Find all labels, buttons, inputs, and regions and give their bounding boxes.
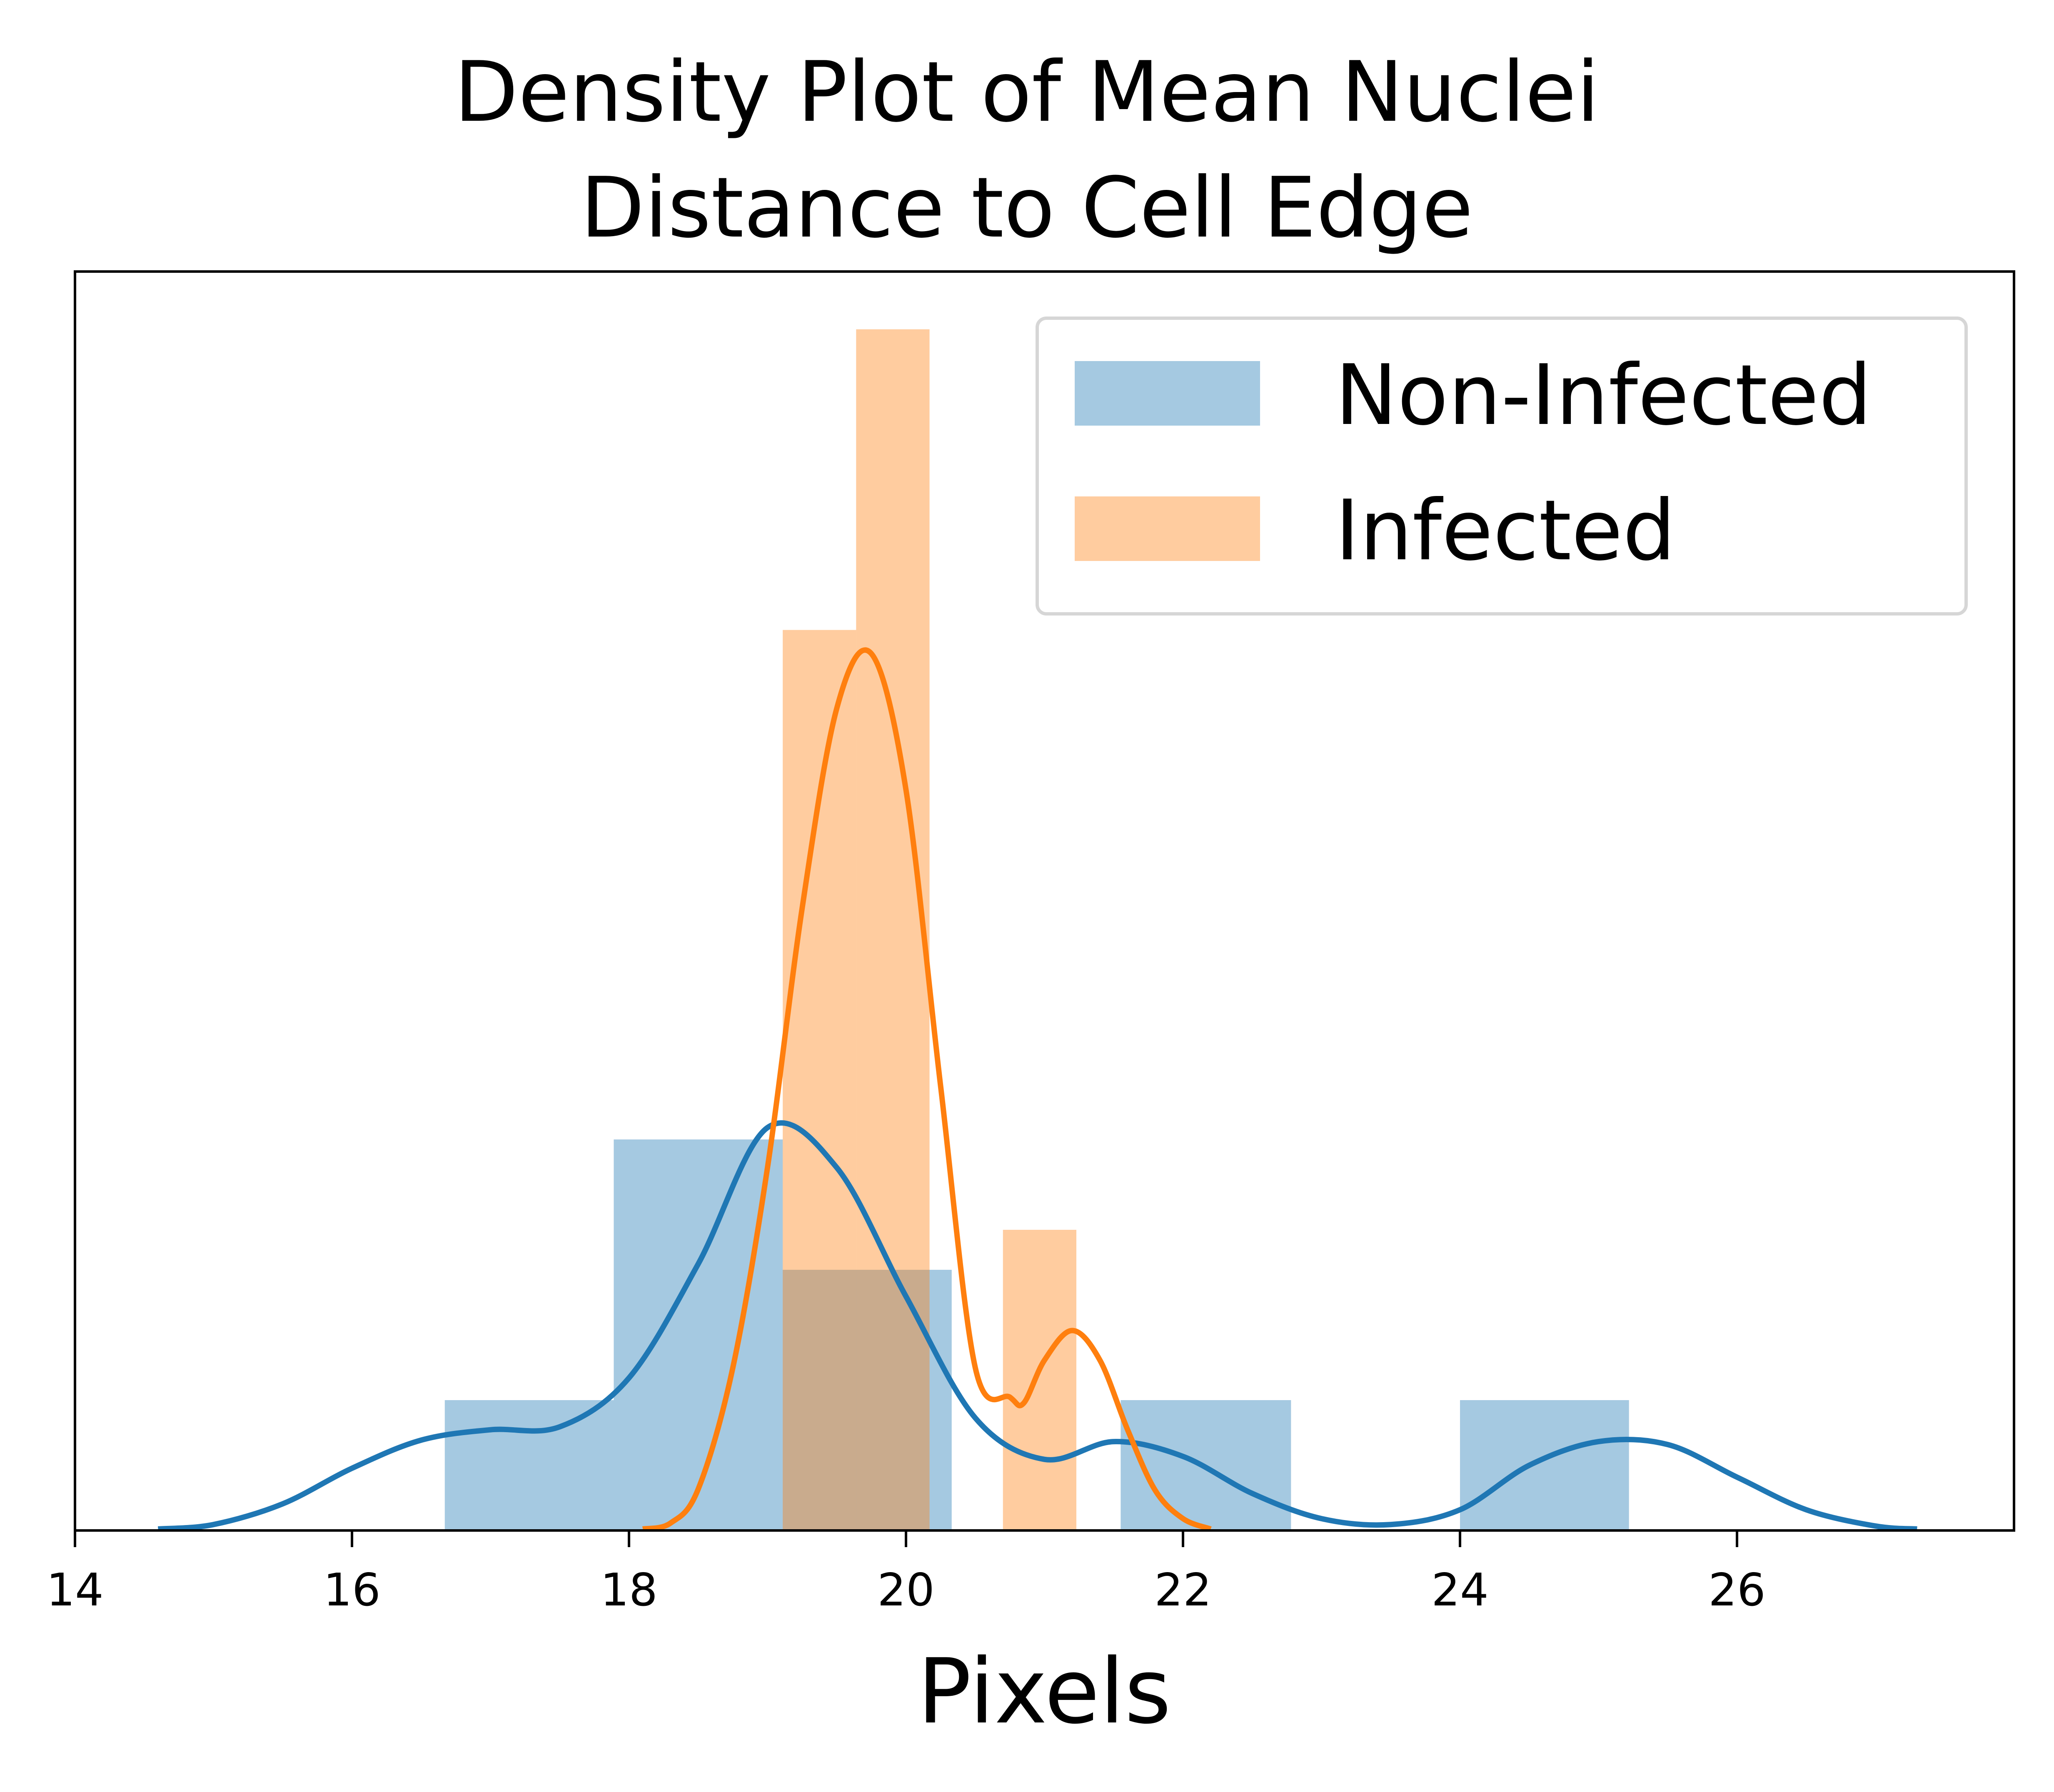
legend: Non-Infected Infected [1036,317,1968,616]
plot-area [157,329,1917,1532]
infected-density-curve [642,647,1212,1532]
chart-title-line-1: Density Plot of Mean Nuclei [454,44,1600,141]
legend-box [1036,317,1968,616]
legend-swatch-non-infected [1075,361,1260,426]
x-tick-label: 22 [1154,1564,1211,1616]
non-infected-bar-0 [444,1400,614,1530]
legend-swatch-infected [1075,496,1260,561]
infected-bar-1 [856,329,930,1530]
x-axis-label: Pixels [917,1639,1171,1744]
axes-frame [74,270,2015,1532]
x-tick-label: 18 [600,1564,657,1616]
non-infected-bar-1 [614,1139,783,1530]
x-tick-label: 26 [1708,1564,1765,1616]
infected-bar-0 [783,630,856,1530]
chart-title-line-2: Distance to Cell Edge [580,160,1473,257]
x-axis-ticks: 14 16 18 20 22 24 26 [46,1530,1766,1616]
legend-label-infected: Infected [1335,482,1676,579]
legend-label-non-infected: Non-Infected [1335,347,1872,444]
x-tick-label: 20 [877,1564,934,1616]
non-infected-bar-2 [783,1270,952,1530]
x-tick-label: 14 [46,1564,103,1616]
non-infected-bar-6 [1460,1400,1629,1530]
x-tick-label: 16 [323,1564,380,1616]
non-infected-density-curve [157,1120,1917,1532]
x-tick-label: 24 [1431,1564,1488,1616]
infected-bar-3 [1003,1230,1076,1530]
infected-histogram [783,329,1076,1530]
